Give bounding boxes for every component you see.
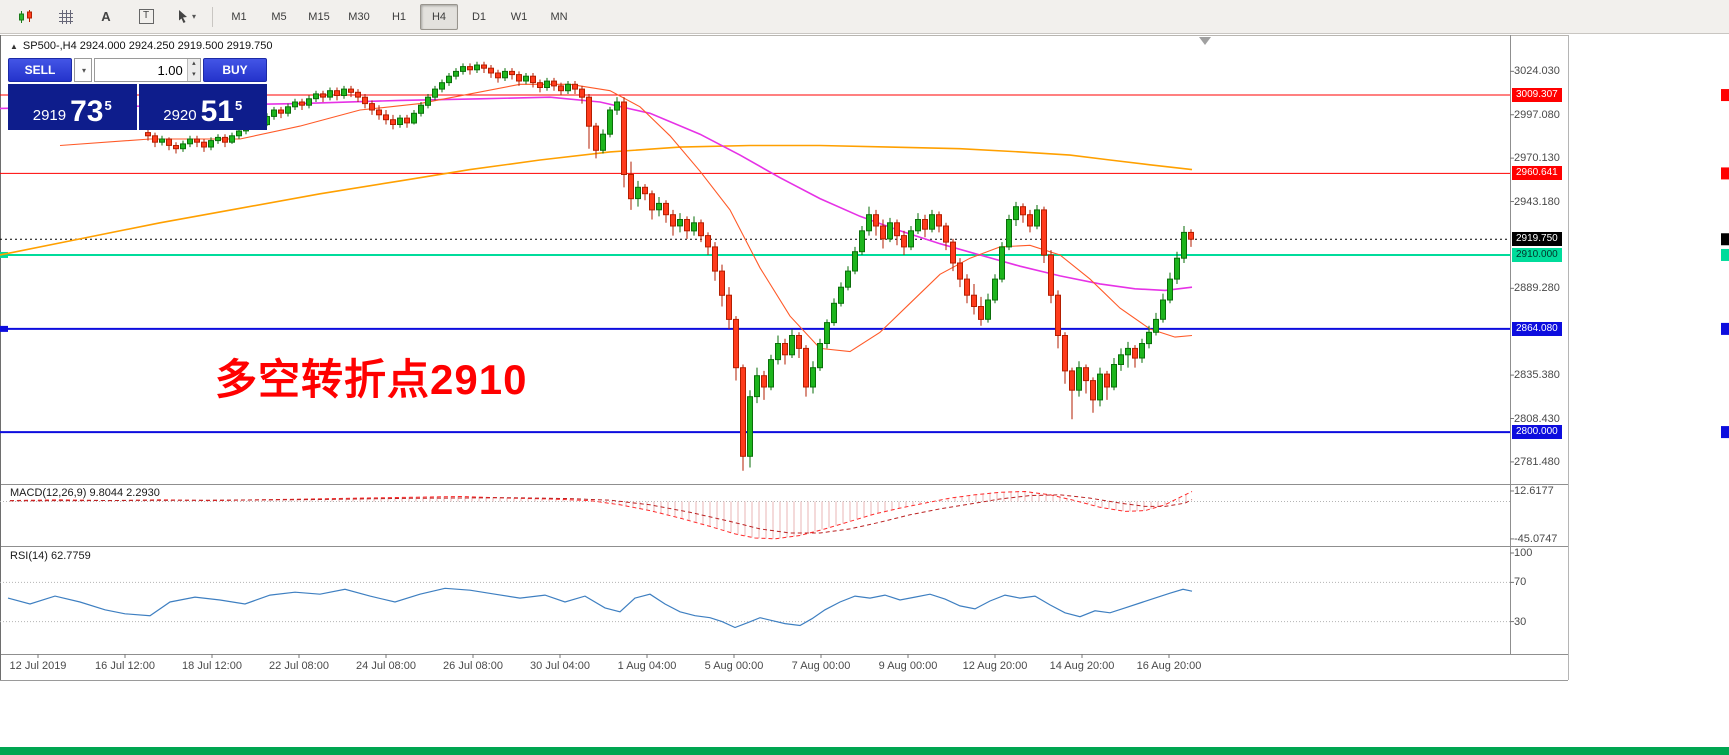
price-tag-3009.307: 3009.307: [1512, 88, 1562, 103]
sell-price-point: 5: [104, 98, 112, 113]
macd-plot: [0, 490, 1510, 540]
volume-up-button[interactable]: ▴: [187, 59, 200, 70]
price-axis-label: 3024.030: [1514, 65, 1560, 78]
volume-dropdown[interactable]: ▾: [74, 58, 92, 82]
price-axis-label: 2781.480: [1514, 455, 1560, 468]
time-axis-label: 30 Jul 04:00: [530, 660, 590, 672]
timeframe-w1-button[interactable]: W1: [510, 10, 528, 23]
sell-price-pips: 73: [70, 94, 104, 128]
rsi-axis-label: 30: [1514, 615, 1527, 628]
cursor-arrow-icon: [178, 10, 187, 23]
rsi-axis-label: 100: [1514, 547, 1533, 559]
rsi-plot: [0, 581, 1510, 629]
sell-price-display[interactable]: 2919 73 5: [8, 84, 137, 130]
price-axis-label: 2997.080: [1514, 108, 1560, 121]
time-axis-label: 14 Aug 20:00: [1049, 660, 1115, 672]
text-label-icon-glyph: T: [138, 9, 154, 24]
chart-shift-marker: [1199, 37, 1211, 45]
text-label-icon[interactable]: T: [127, 4, 165, 30]
ohlc-header: ▲ SP500-,H4 2924.000 2924.250 2919.500 29…: [10, 40, 272, 52]
time-axis-label: 12 Aug 20:00: [962, 660, 1028, 672]
chevron-down-icon: ▾: [81, 65, 86, 75]
macd-axis-label: 12.6177: [1514, 484, 1554, 497]
price-tag-2864.080: 2864.080: [1512, 321, 1562, 336]
price-axis-label: 2835.380: [1514, 369, 1560, 382]
timeframe-m1-button[interactable]: M1: [231, 10, 247, 23]
macd-indicator-label: MACD(12,26,9) 9.8044 2.2930: [10, 487, 160, 499]
time-axis-label: 26 Jul 08:00: [443, 660, 503, 672]
buy-button[interactable]: BUY: [203, 58, 267, 82]
candlestick-chart-icon[interactable]: [7, 4, 45, 30]
trade-prices-row: 2919 73 5 2920 51 5: [8, 84, 267, 130]
timeframe-d1-button[interactable]: D1: [471, 10, 487, 23]
trade-controls-row: SELL ▾ ▴ ▾ BUY: [8, 58, 267, 82]
horizontal-level-lines: [0, 94, 1510, 434]
price-axis-label: 2970.130: [1514, 152, 1560, 165]
panel-borders: [0, 35, 1569, 681]
buy-price-pips: 51: [200, 94, 234, 128]
price-axis-label: 2889.280: [1514, 282, 1560, 295]
axis-ticks: [37, 70, 1514, 658]
timeframe-m5-button[interactable]: M5: [271, 10, 287, 23]
price-tag-2919.750: 2919.750: [1512, 232, 1562, 247]
buy-price-display[interactable]: 2920 51 5: [138, 84, 267, 130]
time-axis-label: 24 Jul 08:00: [356, 660, 416, 672]
volume-field: ▴ ▾: [94, 58, 201, 82]
price-axis-label: 2943.180: [1514, 195, 1560, 208]
timeframe-h4-button[interactable]: H4: [420, 3, 458, 30]
time-axis-label: 9 Aug 00:00: [878, 660, 938, 672]
grid-icon[interactable]: [47, 4, 85, 30]
toolbar-separator: [212, 6, 213, 27]
toolbar: A T ▾ M1 M5 M15 M30 H1 H4 D1 W1 MN: [0, 0, 1729, 34]
buy-price-point: 5: [235, 98, 243, 113]
volume-down-button[interactable]: ▾: [187, 70, 200, 81]
time-axis-label: 7 Aug 00:00: [791, 660, 851, 672]
time-axis-label: 16 Aug 20:00: [1136, 660, 1202, 672]
timeframe-m30-button[interactable]: M30: [348, 10, 370, 23]
time-axis-label: 16 Jul 12:00: [95, 660, 155, 672]
sell-button[interactable]: SELL: [8, 58, 72, 82]
sell-price-big-figure: 2919: [32, 106, 67, 124]
price-axis-label: 2808.430: [1514, 412, 1560, 425]
rsi-axis-label: 70: [1514, 576, 1527, 589]
candles-layer: [145, 61, 1194, 471]
time-axis-label: 18 Jul 12:00: [182, 660, 242, 672]
time-axis-label: 22 Jul 08:00: [269, 660, 329, 672]
time-axis-label: 12 Jul 2019: [9, 660, 67, 672]
rsi-indicator-label: RSI(14) 62.7759: [10, 550, 91, 562]
symbol-ohlc-text: SP500-,H4 2924.000 2924.250 2919.500 291…: [22, 40, 273, 52]
macd-axis-label: -45.0747: [1514, 532, 1558, 545]
text-icon-glyph: A: [101, 9, 111, 24]
draw-objects-dropdown[interactable]: ▾: [167, 4, 205, 30]
time-axis-label: 1 Aug 04:00: [617, 660, 677, 672]
chart-annotation-text: 多空转折点2910: [215, 356, 528, 403]
timeframe-m15-button[interactable]: M15: [308, 10, 330, 23]
chevron-down-icon: ▾: [191, 12, 196, 21]
volume-stepper: ▴ ▾: [186, 59, 200, 81]
time-axis-label: 5 Aug 00:00: [704, 660, 764, 672]
text-icon[interactable]: A: [87, 4, 125, 30]
bottom-green-bar: [0, 747, 1729, 755]
price-tag-2800.000: 2800.000: [1512, 425, 1562, 440]
buy-price-big-figure: 2920: [163, 106, 197, 124]
timeframe-h1-button[interactable]: H1: [391, 10, 407, 23]
price-tag-2910.000: 2910.000: [1512, 247, 1562, 262]
collapse-icon[interactable]: ▲: [10, 42, 18, 51]
volume-input[interactable]: [95, 59, 187, 81]
right-edge-markers: [1721, 89, 1729, 439]
timeframe-group: M1 M5 M15 M30 H1 H4 D1 W1 MN: [219, 3, 579, 30]
timeframe-mn-button[interactable]: MN: [550, 10, 568, 23]
price-tag-2960.641: 2960.641: [1512, 166, 1562, 181]
